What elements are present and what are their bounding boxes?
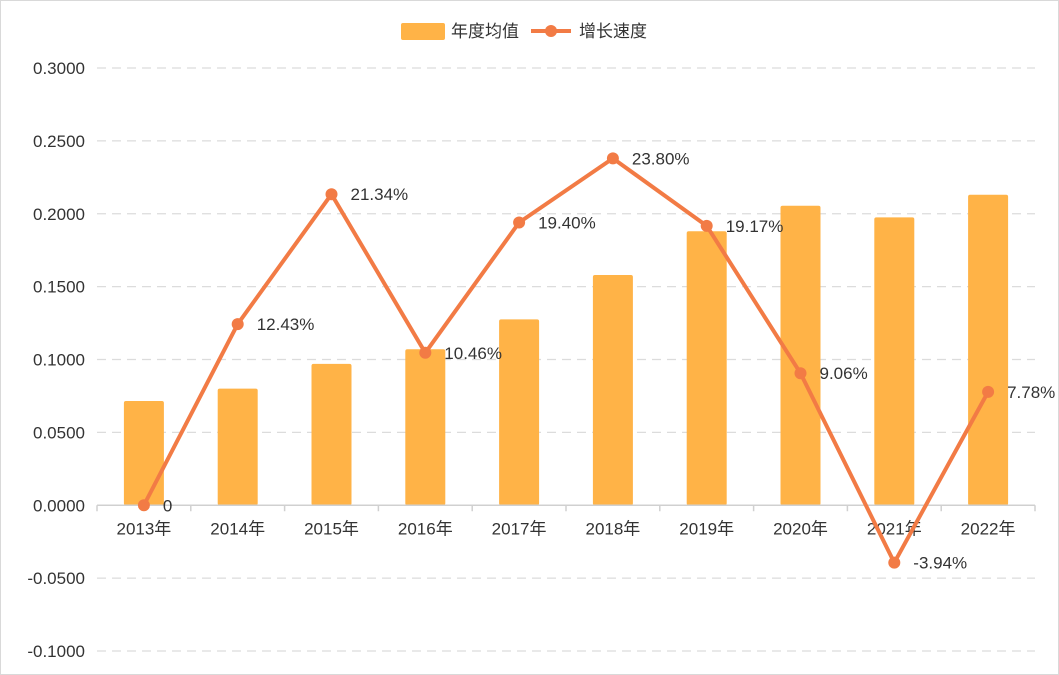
bar-2017年[interactable]: [499, 319, 540, 506]
bar-2014年[interactable]: [217, 388, 258, 506]
x-tick-label: 2019年: [679, 519, 734, 538]
growth-data-label: -3.94%: [913, 554, 967, 573]
y-tick-label: 0.0000: [33, 496, 85, 515]
growth-data-label: 0: [163, 496, 172, 515]
x-axis: 2013年 2014年 2015年 2016年 2017年 2018年 2019年 2020年…: [96, 504, 1036, 538]
x-tick-label: 2013年: [116, 519, 171, 538]
y-tick-label: 0.0500: [33, 423, 85, 442]
bar-2022年[interactable]: [968, 194, 1009, 506]
bar-2015年[interactable]: [311, 363, 352, 506]
growth-data-label: 10.46%: [444, 344, 502, 363]
x-tick-label: 2020年: [773, 519, 828, 538]
y-tick-label: 0.1500: [33, 278, 85, 297]
y-tick-label: -0.1000: [27, 642, 85, 661]
y-tick-label: 0.1000: [33, 351, 85, 370]
growth-point-2016年[interactable]: [419, 346, 432, 359]
y-axis-ticks: 0.3000 0.2500 0.2000 0.1500 0.1000 0.0500 0.00…: [27, 59, 85, 661]
legend[interactable]: 年度均值 增长速度: [401, 22, 647, 42]
bar-2018年[interactable]: [592, 274, 633, 506]
legend-bar-label[interactable]: 年度均值: [451, 22, 519, 42]
growth-data-label: 7.78%: [1007, 383, 1055, 402]
x-tick-label: 2022年: [961, 519, 1016, 538]
x-tick-label: 2014年: [210, 519, 265, 538]
growth-point-2014年[interactable]: [231, 318, 244, 331]
x-tick-label: 2015年: [304, 519, 359, 538]
bar-2021年[interactable]: [874, 217, 915, 506]
growth-line[interactable]: [142, 156, 990, 565]
growth-data-label: 9.06%: [820, 364, 868, 383]
growth-point-2013年[interactable]: [137, 499, 150, 512]
bar-2019年[interactable]: [686, 231, 727, 506]
growth-point-2017年[interactable]: [513, 216, 526, 229]
bar-series: [123, 194, 1009, 506]
y-tick-label: 0.2500: [33, 132, 85, 151]
growth-point-2021年[interactable]: [888, 556, 901, 569]
growth-point-2020年[interactable]: [794, 367, 807, 380]
legend-line-marker[interactable]: [545, 25, 557, 37]
x-tick-label: 2018年: [585, 519, 640, 538]
growth-data-label: 12.43%: [257, 315, 315, 334]
growth-point-2019年[interactable]: [700, 219, 713, 232]
legend-bar-swatch[interactable]: [401, 23, 445, 40]
growth-point-2015年[interactable]: [325, 188, 338, 201]
y-tick-label: 0.3000: [33, 59, 85, 78]
bar-2013年[interactable]: [123, 401, 164, 506]
growth-data-label: 19.17%: [726, 217, 784, 236]
bar-2016年[interactable]: [405, 349, 446, 506]
growth-data-label: 21.34%: [351, 185, 409, 204]
growth-point-2022年[interactable]: [982, 385, 995, 398]
x-tick-label: 2017年: [492, 519, 547, 538]
line-series: [137, 152, 995, 569]
data-labels: 0 12.43% 21.34% 10.46% 19.40% 23.80% 19.17% 9.0…: [163, 149, 1055, 572]
x-tick-label: 2016年: [398, 519, 453, 538]
y-tick-label: -0.0500: [27, 569, 85, 588]
growth-data-label: 23.80%: [632, 149, 690, 168]
bar-2020年[interactable]: [780, 205, 821, 506]
growth-data-label: 19.40%: [538, 213, 596, 232]
y-tick-label: 0.2000: [33, 205, 85, 224]
legend-line-label[interactable]: 增长速度: [579, 22, 647, 42]
growth-point-2018年[interactable]: [606, 152, 619, 165]
